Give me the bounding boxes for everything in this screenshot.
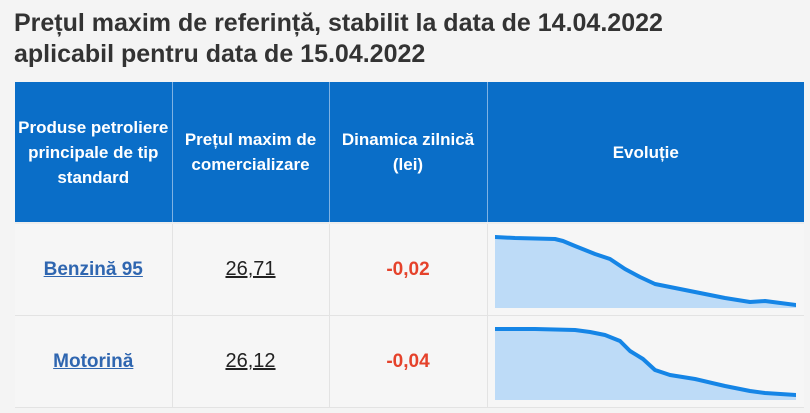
evolution-cell (487, 315, 804, 408)
page-title: Prețul maxim de referință, stabilit la d… (14, 8, 804, 70)
header-daily-dynamics: Dinamica zilnică (lei) (329, 82, 488, 223)
product-link-benzina-95[interactable]: Benzină 95 (43, 258, 143, 280)
dynamics-value: -0,04 (386, 350, 430, 372)
dynamics-cell: -0,04 (329, 315, 488, 408)
dynamics-value: -0,02 (386, 258, 430, 280)
fuel-price-table: Produse petroliere principale de tip sta… (15, 82, 804, 408)
table-row: Benzină 95 26,71 -0,02 (15, 222, 804, 316)
table-header-row: Produse petroliere principale de tip sta… (15, 82, 804, 223)
product-link-motorina[interactable]: Motorină (53, 350, 134, 372)
table-row: Motorină 26,12 -0,04 (15, 315, 804, 408)
product-cell: Benzină 95 (15, 222, 173, 316)
header-daily-dynamics-label: Dinamica zilnică (lei) (341, 130, 475, 174)
sparkline-area (495, 236, 797, 308)
sparkline-line (495, 234, 797, 307)
sparkline-benzina-95 (495, 234, 797, 308)
header-evolution: Evoluție (487, 82, 804, 223)
product-cell: Motorină (15, 315, 173, 408)
page-title-line-1: Prețul maxim de referință, stabilit la d… (14, 9, 663, 37)
evolution-cell (487, 222, 804, 316)
sparkline-motorina (495, 326, 797, 400)
header-evolution-label: Evoluție (612, 142, 679, 162)
header-products-label: Produse petroliere principale de tip sta… (18, 117, 169, 187)
price-value[interactable]: 26,71 (225, 258, 276, 280)
dynamics-cell: -0,02 (329, 222, 488, 316)
header-products: Produse petroliere principale de tip sta… (15, 82, 173, 223)
sparkline-area (495, 328, 797, 400)
header-max-price: Prețul maxim de comercializare (172, 82, 330, 223)
price-cell: 26,71 (172, 222, 330, 316)
page-title-line-2: aplicabil pentru data de 15.04.2022 (14, 40, 426, 68)
sparkline-line (495, 326, 797, 397)
header-max-price-label: Prețul maxim de comercializare (184, 130, 317, 174)
price-cell: 26,12 (172, 315, 330, 408)
price-value[interactable]: 26,12 (225, 350, 276, 372)
